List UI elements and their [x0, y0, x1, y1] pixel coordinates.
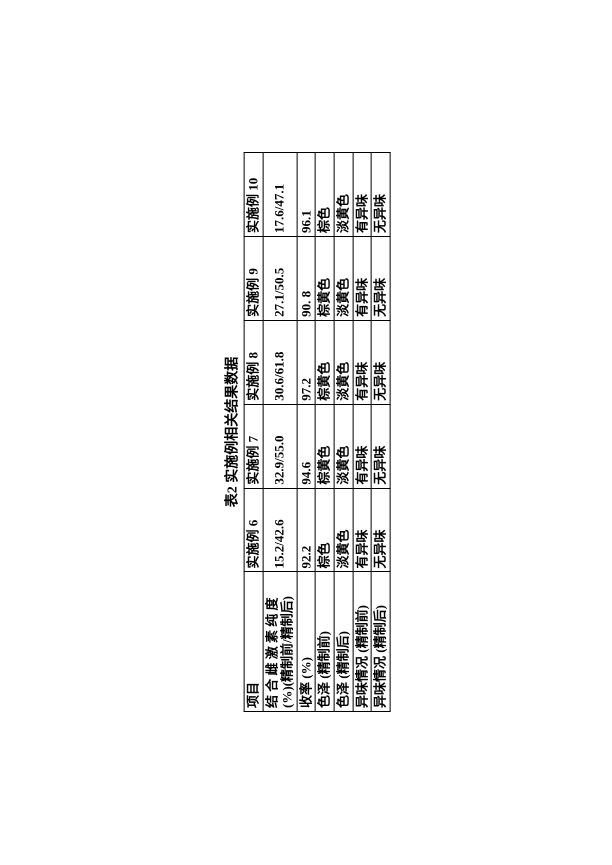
- row-value: 淡黄色: [334, 404, 353, 488]
- header-cell-ex6: 实施例 6: [244, 488, 263, 572]
- table-row: 异味情况 (精制后) 无异味 无异味 无异味 无异味 无异味: [371, 153, 390, 712]
- row-value: 96.1: [297, 153, 316, 237]
- row-value: 棕色: [316, 153, 335, 237]
- row-value: 90. 8: [297, 236, 316, 320]
- row-label: 异味情况 (精制前): [353, 572, 372, 712]
- row-value: 无异味: [371, 236, 390, 320]
- row-value: 无异味: [371, 153, 390, 237]
- table-wrapper: 表2 实施例相关结果数据 项目 实施例 6 实施例 7 实施例 8 实施例 9 …: [222, 152, 391, 712]
- table-row: 色泽 (精制前) 棕色 棕黄色 棕黄色 棕黄色 棕色: [316, 153, 335, 712]
- row-value: 27.1/50.5: [263, 236, 297, 320]
- row-value: 15.2/42.6: [263, 488, 297, 572]
- header-cell-ex8: 实施例 8: [244, 320, 263, 404]
- row-value: 有异味: [353, 236, 372, 320]
- row-label: 色泽 (精制前): [316, 572, 335, 712]
- row-value: 30.6/61.8: [263, 320, 297, 404]
- table-title: 表2 实施例相关结果数据: [222, 152, 242, 712]
- row-value: 淡黄色: [334, 153, 353, 237]
- row-value: 有异味: [353, 404, 372, 488]
- rotated-table-container: 表2 实施例相关结果数据 项目 实施例 6 实施例 7 实施例 8 实施例 9 …: [222, 152, 391, 712]
- row-label: 异味情况 (精制后): [371, 572, 390, 712]
- row-value: 无异味: [371, 488, 390, 572]
- row-value: 淡黄色: [334, 320, 353, 404]
- row-value: 淡黄色: [334, 488, 353, 572]
- row-value: 17.6/47.1: [263, 153, 297, 237]
- header-cell-ex10: 实施例 10: [244, 153, 263, 237]
- data-table: 项目 实施例 6 实施例 7 实施例 8 实施例 9 实施例 10 结 合 雌 …: [244, 152, 391, 712]
- header-cell-label: 项目: [244, 572, 263, 712]
- row-label: 收率 (%): [297, 572, 316, 712]
- row-value: 无异味: [371, 404, 390, 488]
- table-row: 结 合 雌 激 素 纯 度 (%)(精制前/精制后) 15.2/42.6 32.…: [263, 153, 297, 712]
- row-value: 棕黄色: [316, 320, 335, 404]
- row-value: 有异味: [353, 153, 372, 237]
- table-row: 异味情况 (精制前) 有异味 有异味 有异味 有异味 有异味: [353, 153, 372, 712]
- row-value: 棕黄色: [316, 404, 335, 488]
- row-value: 棕色: [316, 488, 335, 572]
- table-row: 色泽 (精制后) 淡黄色 淡黄色 淡黄色 淡黄色 淡黄色: [334, 153, 353, 712]
- row-label: 结 合 雌 激 素 纯 度 (%)(精制前/精制后): [263, 572, 297, 712]
- header-cell-ex9: 实施例 9: [244, 236, 263, 320]
- header-cell-ex7: 实施例 7: [244, 404, 263, 488]
- table-row: 收率 (%) 92.2 94.6 97.2 90. 8 96.1: [297, 153, 316, 712]
- row-value: 92.2: [297, 488, 316, 572]
- row-label: 色泽 (精制后): [334, 572, 353, 712]
- row-value: 无异味: [371, 320, 390, 404]
- row-value: 97.2: [297, 320, 316, 404]
- table-header-row: 项目 实施例 6 实施例 7 实施例 8 实施例 9 实施例 10: [244, 153, 263, 712]
- row-value: 有异味: [353, 320, 372, 404]
- row-value: 棕黄色: [316, 236, 335, 320]
- row-value: 94.6: [297, 404, 316, 488]
- row-value: 有异味: [353, 488, 372, 572]
- row-value: 淡黄色: [334, 236, 353, 320]
- row-value: 32.9/55.0: [263, 404, 297, 488]
